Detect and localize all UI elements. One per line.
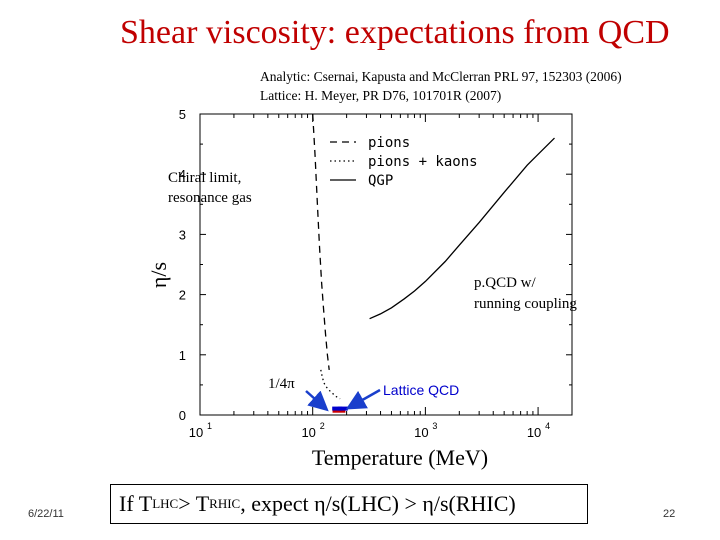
conclusion-sub-rhic: RHIC xyxy=(209,496,241,511)
lattice-point xyxy=(332,406,343,411)
x-tick-exponent: 3 xyxy=(432,421,437,431)
x-tick-label: 10 xyxy=(414,425,428,440)
y-axis-label: η/s xyxy=(146,262,171,288)
annotation-pqcd-line1: p.QCD w/ xyxy=(474,275,537,291)
references: Analytic: Csernai, Kapusta and McClerran… xyxy=(260,67,622,105)
annotation-chiral-line2: resonance gas xyxy=(168,190,252,206)
x-tick-label: 10 xyxy=(301,425,315,440)
slide-title: Shear viscosity: expectations from QCD xyxy=(120,14,670,51)
y-tick-label: 0 xyxy=(179,408,186,423)
slide-date: 6/22/11 xyxy=(28,508,64,520)
y-tick-label: 2 xyxy=(179,288,186,303)
y-tick-label: 4 xyxy=(179,167,186,182)
reference-lattice: Lattice: H. Meyer, PR D76, 101701R (2007… xyxy=(260,88,502,103)
conclusion-mid: > T xyxy=(178,491,210,516)
x-axis-label: Temperature (MeV) xyxy=(312,445,488,470)
series-line-qgp xyxy=(369,137,555,320)
annotation-chiral-line1: Chiral limit, xyxy=(168,170,241,186)
legend-label: QGP xyxy=(368,173,393,189)
conclusion-box: If T LHC > T RHIC, expect η/s(LHC) > η/s(R… xyxy=(110,484,588,524)
x-tick-exponent: 2 xyxy=(320,421,325,431)
conclusion-prefix: If T xyxy=(119,491,153,516)
annotation-kss: 1/4π xyxy=(268,376,295,392)
annotation-pqcd-line2: running coupling xyxy=(474,296,577,312)
x-tick-exponent: 4 xyxy=(545,421,550,431)
conclusion-sub-lhc: LHC xyxy=(152,496,179,511)
y-tick-label: 5 xyxy=(179,107,186,122)
arrow-lattice xyxy=(345,388,381,410)
x-tick-label: 10 xyxy=(527,425,541,440)
y-tick-label: 1 xyxy=(179,348,186,363)
series-line-pions xyxy=(312,113,330,370)
y-tick-label: 3 xyxy=(179,227,186,242)
viscosity-chart: 0 1 2 3 4 5 10 1 10 2 10 3 10 4 Temperature (MeV) η/s pi… xyxy=(146,107,577,470)
series-line-pions-kaons xyxy=(320,369,341,400)
x-tick-exponent: 1 xyxy=(207,421,212,431)
conclusion-suffix: , expect η/s(LHC) > η/s(RHIC) xyxy=(240,491,516,516)
slide-number: 22 xyxy=(663,508,676,520)
arrow-kss xyxy=(305,390,329,412)
lattice-point xyxy=(337,406,348,411)
reference-analytic: Analytic: Csernai, Kapusta and McClerran… xyxy=(260,69,622,84)
annotation-lattice: Lattice QCD xyxy=(383,382,459,398)
legend-label: pions + kaons xyxy=(368,154,478,170)
x-tick-label: 10 xyxy=(189,425,203,440)
legend-label: pions xyxy=(368,135,410,151)
